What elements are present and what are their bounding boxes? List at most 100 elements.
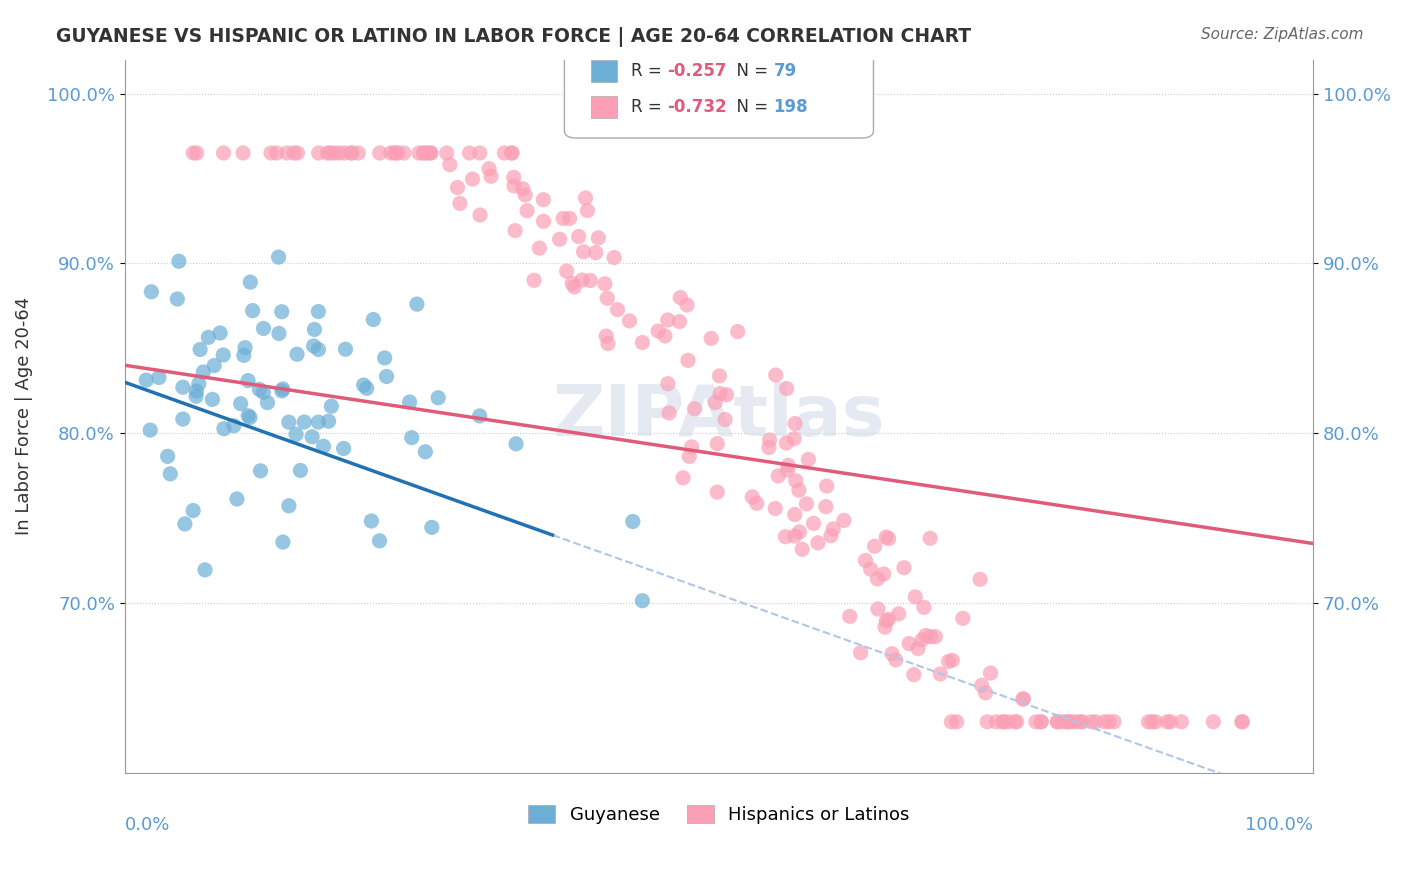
Hispanics or Latinos [976, 714, 998, 729]
Hispanics or Latinos [903, 667, 925, 681]
Hispanics or Latinos [1004, 714, 1026, 729]
Hispanics or Latinos [778, 458, 800, 473]
Hispanics or Latinos [683, 401, 706, 416]
Hispanics or Latinos [478, 161, 501, 176]
Guyanese [270, 305, 292, 319]
Hispanics or Latinos [797, 452, 820, 467]
Hispanics or Latinos [669, 291, 692, 305]
Hispanics or Latinos [714, 412, 737, 426]
Hispanics or Latinos [446, 180, 468, 194]
Guyanese [277, 415, 299, 429]
Guyanese [202, 359, 225, 373]
Guyanese [301, 430, 323, 444]
Hispanics or Latinos [657, 376, 679, 391]
Hispanics or Latinos [776, 382, 799, 396]
Text: R =: R = [631, 98, 666, 116]
Hispanics or Latinos [503, 178, 526, 193]
Hispanics or Latinos [727, 325, 749, 339]
Guyanese [290, 463, 312, 477]
Hispanics or Latinos [212, 146, 235, 161]
Legend: Guyanese, Hispanics or Latinos: Guyanese, Hispanics or Latinos [517, 794, 921, 835]
Hispanics or Latinos [1046, 714, 1069, 729]
Hispanics or Latinos [232, 146, 254, 161]
Hispanics or Latinos [904, 590, 927, 604]
Guyanese [141, 285, 163, 299]
Guyanese [307, 343, 329, 357]
Hispanics or Latinos [266, 146, 288, 161]
Hispanics or Latinos [585, 245, 607, 260]
Guyanese [277, 499, 299, 513]
Hispanics or Latinos [877, 612, 900, 626]
Guyanese [271, 535, 294, 549]
Guyanese [233, 341, 256, 355]
Hispanics or Latinos [709, 386, 731, 401]
Text: GUYANESE VS HISPANIC OR LATINO IN LABOR FORCE | AGE 20-64 CORRELATION CHART: GUYANESE VS HISPANIC OR LATINO IN LABOR … [56, 27, 972, 46]
Hispanics or Latinos [603, 251, 626, 265]
Hispanics or Latinos [911, 632, 934, 647]
Hispanics or Latinos [1012, 692, 1035, 706]
Hispanics or Latinos [368, 146, 391, 161]
Hispanics or Latinos [479, 169, 502, 184]
Hispanics or Latinos [929, 667, 952, 681]
Guyanese [427, 391, 450, 405]
Hispanics or Latinos [593, 277, 616, 291]
Hispanics or Latinos [1202, 714, 1225, 729]
Hispanics or Latinos [501, 146, 523, 161]
Hispanics or Latinos [969, 572, 991, 586]
Hispanics or Latinos [796, 497, 818, 511]
Hispanics or Latinos [898, 636, 921, 650]
Hispanics or Latinos [1098, 714, 1121, 729]
Hispanics or Latinos [529, 241, 551, 255]
Guyanese [201, 392, 224, 407]
Hispanics or Latinos [461, 172, 484, 186]
Hispanics or Latinos [938, 655, 960, 669]
Hispanics or Latinos [413, 146, 436, 161]
Hispanics or Latinos [758, 441, 780, 455]
Hispanics or Latinos [1052, 714, 1074, 729]
Hispanics or Latinos [658, 406, 681, 420]
Hispanics or Latinos [997, 714, 1019, 729]
Hispanics or Latinos [765, 368, 787, 382]
Hispanics or Latinos [1170, 714, 1192, 729]
Hispanics or Latinos [579, 273, 602, 287]
Guyanese [172, 412, 194, 426]
Guyanese [252, 385, 274, 400]
Guyanese [468, 409, 491, 423]
Hispanics or Latinos [920, 531, 942, 545]
Hispanics or Latinos [783, 508, 806, 522]
Hispanics or Latinos [1046, 714, 1069, 729]
Hispanics or Latinos [439, 158, 461, 172]
Hispanics or Latinos [333, 146, 356, 161]
Hispanics or Latinos [775, 530, 797, 544]
Hispanics or Latinos [970, 678, 993, 692]
Hispanics or Latinos [920, 630, 942, 644]
Hispanics or Latinos [866, 572, 889, 586]
Hispanics or Latinos [596, 336, 619, 351]
Hispanics or Latinos [576, 203, 599, 218]
Hispanics or Latinos [588, 231, 610, 245]
Hispanics or Latinos [704, 395, 727, 409]
Hispanics or Latinos [866, 602, 889, 616]
Hispanics or Latinos [912, 600, 935, 615]
Hispanics or Latinos [186, 146, 208, 161]
Hispanics or Latinos [766, 469, 789, 483]
Guyanese [167, 254, 190, 268]
Text: R =: R = [631, 62, 666, 80]
Hispanics or Latinos [283, 146, 305, 161]
Hispanics or Latinos [619, 314, 641, 328]
Hispanics or Latinos [803, 516, 825, 531]
Guyanese [302, 339, 325, 353]
Guyanese [159, 467, 181, 481]
Guyanese [307, 304, 329, 318]
Hispanics or Latinos [1056, 714, 1078, 729]
Hispanics or Latinos [328, 146, 350, 161]
Hispanics or Latinos [741, 490, 763, 504]
Hispanics or Latinos [323, 146, 346, 161]
Hispanics or Latinos [340, 146, 363, 161]
Guyanese [187, 376, 209, 391]
FancyBboxPatch shape [564, 38, 873, 138]
Hispanics or Latinos [416, 146, 439, 161]
Hispanics or Latinos [1031, 714, 1053, 729]
Guyanese [239, 410, 262, 425]
Hispanics or Latinos [820, 529, 842, 543]
